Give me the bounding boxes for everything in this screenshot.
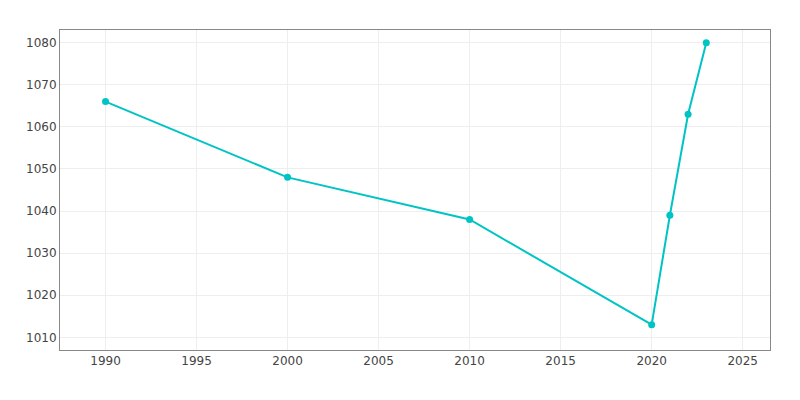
svg-text:2010: 2010	[454, 354, 485, 368]
svg-text:1040: 1040	[26, 204, 57, 218]
svg-text:1995: 1995	[181, 354, 212, 368]
svg-text:2020: 2020	[636, 354, 667, 368]
svg-text:1060: 1060	[26, 120, 57, 134]
svg-text:1080: 1080	[26, 36, 57, 50]
svg-text:2015: 2015	[545, 354, 576, 368]
svg-text:2005: 2005	[363, 354, 394, 368]
svg-text:1050: 1050	[26, 162, 57, 176]
svg-text:2025: 2025	[727, 354, 758, 368]
svg-text:1990: 1990	[90, 354, 121, 368]
svg-text:1010: 1010	[26, 331, 57, 345]
svg-text:1020: 1020	[26, 288, 57, 302]
svg-text:1030: 1030	[26, 246, 57, 260]
svg-text:2000: 2000	[272, 354, 303, 368]
svg-text:1070: 1070	[26, 78, 57, 92]
